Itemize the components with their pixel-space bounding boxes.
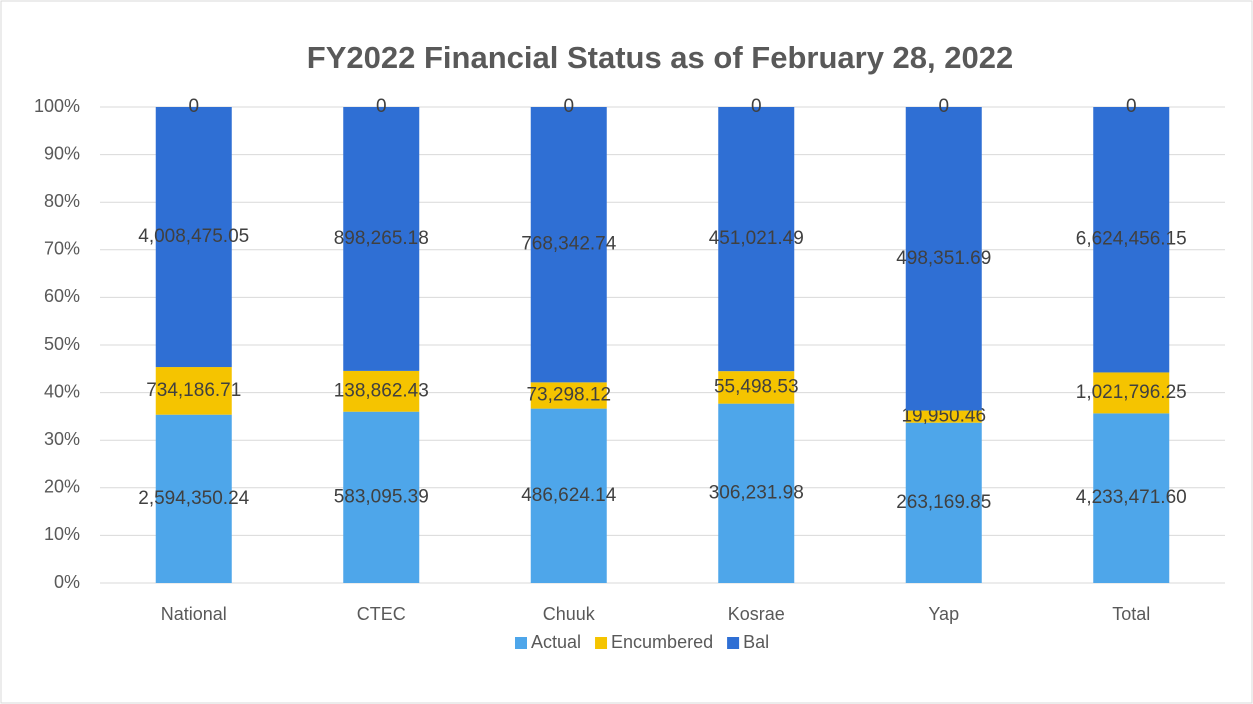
data-label: 55,498.53 — [714, 376, 799, 397]
x-tick-label: CTEC — [357, 604, 406, 624]
data-label: 0 — [563, 96, 574, 117]
bar-segment — [1093, 413, 1170, 583]
y-tick-label: 30% — [44, 429, 80, 449]
y-tick-label: 20% — [44, 477, 80, 497]
bar-segment — [905, 107, 982, 411]
bar-segment — [718, 107, 795, 372]
bar-segment — [1093, 107, 1170, 373]
bar-segment — [155, 414, 232, 583]
y-tick-label: 90% — [44, 143, 80, 163]
bar-segment — [343, 411, 420, 583]
bar-segment — [718, 403, 795, 583]
bar-segment — [1093, 372, 1170, 414]
data-label: 0 — [938, 96, 949, 117]
y-tick-label: 60% — [44, 286, 80, 306]
data-label: 898,265.18 — [334, 228, 429, 249]
legend-label: Actual — [531, 632, 581, 652]
bar-segment — [905, 410, 982, 423]
y-tick-label: 80% — [44, 191, 80, 211]
x-tick-label: Kosrae — [728, 604, 785, 624]
data-label: 73,298.12 — [526, 384, 611, 405]
y-tick-label: 10% — [44, 524, 80, 544]
bar-segment — [343, 370, 420, 412]
y-tick-label: 100% — [34, 96, 80, 116]
legend-swatch — [515, 637, 527, 649]
y-tick-label: 40% — [44, 381, 80, 401]
data-label: 498,351.69 — [896, 248, 991, 269]
legend-swatch — [727, 637, 740, 649]
y-tick-label: 70% — [44, 239, 80, 259]
data-label: 583,095.39 — [334, 486, 429, 507]
data-label: 19,950.46 — [901, 406, 986, 427]
data-label: 0 — [188, 96, 199, 117]
bar-segment — [155, 367, 232, 415]
chart-title: FY2022 Financial Status as of February 2… — [307, 40, 1013, 75]
data-label: 0 — [751, 96, 762, 117]
x-tick-label: National — [161, 604, 227, 624]
y-tick-label: 0% — [54, 572, 80, 592]
data-label: 306,231.98 — [709, 482, 804, 503]
data-label: 734,186.71 — [146, 380, 241, 401]
bar-segment — [530, 107, 607, 383]
data-label: 1,021,796.25 — [1076, 382, 1187, 403]
x-tick-label: Total — [1112, 604, 1150, 624]
data-label: 2,594,350.24 — [138, 488, 249, 509]
legend-swatch — [595, 637, 608, 649]
x-tick-label: Yap — [928, 604, 959, 624]
data-label: 263,169.85 — [896, 492, 991, 513]
y-tick-label: 50% — [44, 334, 80, 354]
data-label: 138,862.43 — [334, 380, 429, 401]
data-label: 768,342.74 — [521, 234, 617, 255]
bar-segment — [530, 408, 607, 583]
legend-label: Encumbered — [611, 632, 713, 652]
x-tick-label: Chuuk — [543, 604, 596, 624]
data-label: 486,624.14 — [521, 485, 617, 506]
bar-segment — [343, 107, 420, 371]
data-label: 4,233,471.60 — [1076, 487, 1187, 508]
bar-segment — [155, 107, 232, 368]
data-label: 0 — [1126, 96, 1137, 117]
bar-segment — [530, 382, 607, 409]
data-label: 451,021.49 — [709, 228, 804, 249]
legend-label: Bal — [743, 632, 769, 652]
data-label: 0 — [376, 96, 387, 117]
bar-segment — [905, 422, 982, 583]
bar-segment — [718, 371, 795, 404]
data-label: 6,624,456.15 — [1076, 229, 1187, 250]
data-label: 4,008,475.05 — [138, 226, 249, 247]
